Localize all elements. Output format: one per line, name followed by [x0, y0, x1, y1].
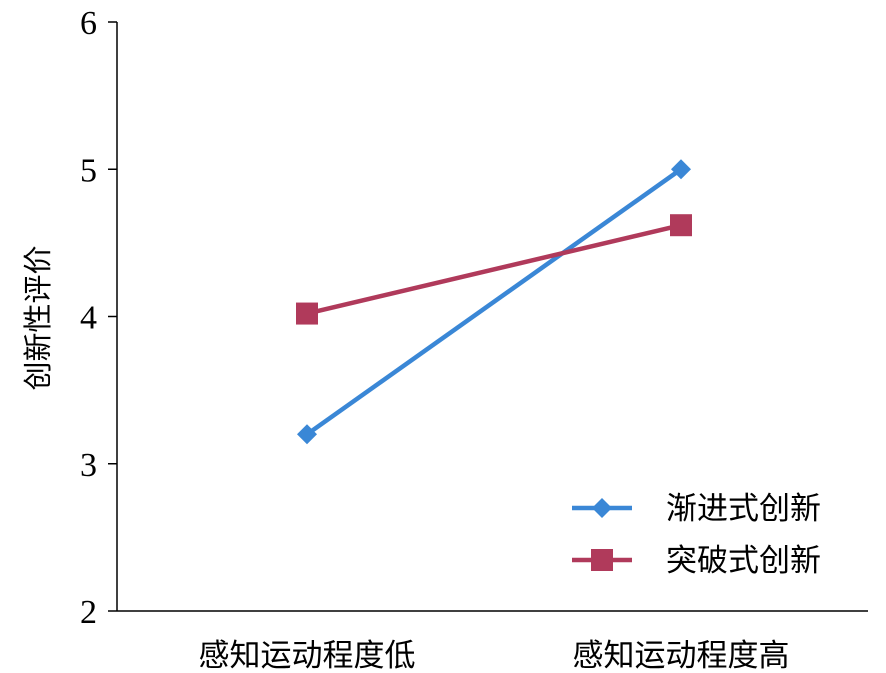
- legend-item-2: 突破式创新: [572, 543, 821, 579]
- x-axis: 感知运动程度低 感知运动程度高: [117, 610, 868, 673]
- y-tick-label: 4: [80, 300, 97, 337]
- series-layer: [296, 159, 692, 445]
- legend-swatch-marker: [591, 549, 613, 571]
- data-point: [671, 159, 691, 180]
- series-line: [306, 223, 682, 316]
- series-1: [297, 159, 691, 445]
- y-tick-label: 5: [80, 152, 97, 189]
- legend-item-1: 渐进式创新: [572, 491, 821, 527]
- data-point: [670, 214, 692, 237]
- x-category-label: 感知运动程度低: [199, 638, 416, 673]
- legend-label: 突破式创新: [666, 543, 821, 579]
- y-tick-label: 6: [80, 5, 97, 42]
- x-category-label: 感知运动程度高: [573, 638, 790, 673]
- data-point: [297, 424, 317, 445]
- series-line: [305, 167, 683, 437]
- y-tick-label: 3: [80, 447, 97, 484]
- y-tick-label: 2: [80, 594, 97, 631]
- y-axis: 2 3 4 5 6: [80, 5, 118, 631]
- y-axis-label: 创新性评价: [21, 245, 55, 390]
- data-point: [296, 302, 318, 325]
- series-2: [296, 214, 692, 325]
- legend-swatch-marker: [592, 498, 612, 518]
- legend-label: 渐进式创新: [666, 491, 821, 527]
